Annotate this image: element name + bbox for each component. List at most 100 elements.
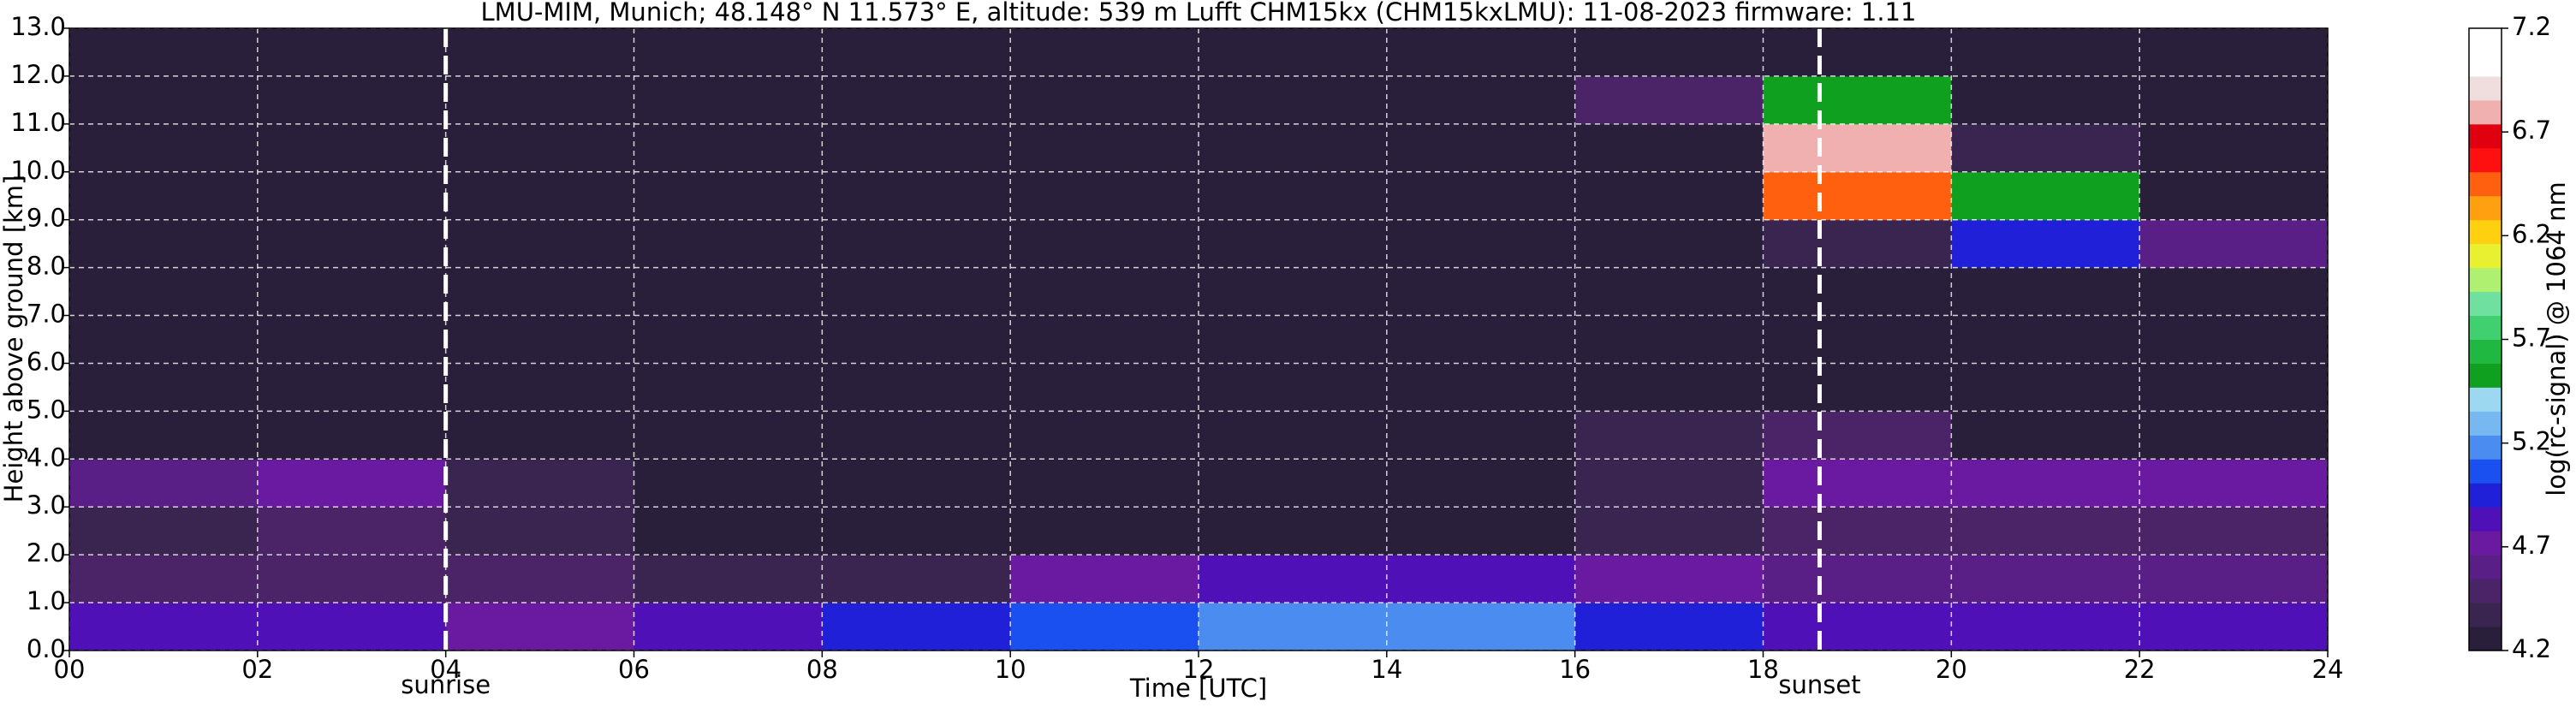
heatmap-cell (1199, 507, 1388, 556)
colorbar-tick-label: 6.7 (2512, 116, 2551, 145)
chart-title: LMU-MIM, Munich; 48.148° N 11.573° E, al… (481, 0, 1917, 27)
heatmap-cell (69, 411, 259, 460)
heatmap-cell (1199, 315, 1388, 364)
colorbar-band (2469, 603, 2502, 627)
colorbar-band (2469, 411, 2502, 436)
colorbar-band (2469, 315, 2502, 340)
heatmap-cell (1951, 363, 2140, 412)
heatmap-cell (445, 267, 634, 317)
heatmap-cell (2139, 315, 2329, 364)
heatmap-cell (69, 75, 259, 125)
colorbar-band (2469, 555, 2502, 579)
heatmap-cell (69, 123, 259, 173)
colorbar-band (2469, 531, 2502, 556)
heatmap-cell (1951, 28, 2140, 77)
colorbar-band (2469, 579, 2502, 603)
heatmap-cell (257, 459, 447, 508)
x-tick-label: 14 (1371, 655, 1402, 684)
heatmap-cell (1386, 363, 1576, 412)
colorbar-band (2469, 171, 2502, 197)
heatmap-cell (1010, 315, 1199, 364)
heatmap-cell (1386, 219, 1576, 269)
y-axis-label: Height above ground [km] (0, 175, 28, 503)
x-tick-label: 24 (2312, 655, 2344, 684)
y-tick-label: 13.0 (10, 12, 66, 41)
colorbar-band (2469, 363, 2502, 388)
heatmap-cell (2139, 123, 2329, 173)
heatmap-cell (257, 123, 447, 173)
heatmap-cell (1386, 267, 1576, 317)
y-tick-label: 11.0 (10, 108, 66, 137)
y-tick-label: 10.0 (10, 156, 66, 185)
heatmap-cell (2139, 75, 2329, 125)
heatmap-cell (445, 75, 634, 125)
heatmap-cell (445, 603, 634, 651)
heatmap-cell (445, 555, 634, 603)
heatmap-cell (1010, 459, 1199, 508)
colorbar-band (2469, 147, 2502, 173)
heatmap-cell (2139, 171, 2329, 221)
colorbar-band (2469, 339, 2502, 364)
colorbar-tick-label: 5.2 (2512, 427, 2551, 456)
heatmap-cell (1763, 75, 1952, 125)
colorbar-band (2469, 243, 2502, 269)
heatmap-cell (445, 315, 634, 364)
heatmap-cell (69, 219, 259, 269)
y-tick-label: 6.0 (27, 347, 66, 376)
heatmap-cell (634, 603, 823, 651)
heatmap-cell (257, 75, 447, 125)
heatmap-cell (822, 363, 1011, 412)
heatmap-cell (1574, 555, 1764, 603)
heatmap-cell (257, 267, 447, 317)
heatmap-cell (634, 411, 823, 460)
colorbar-band (2469, 627, 2502, 651)
y-tick-label: 9.0 (27, 204, 66, 233)
heatmap-cell (1574, 363, 1764, 412)
heatmap-cell (1386, 555, 1576, 603)
heatmap-cell (1574, 28, 1764, 77)
y-tick-label: 0.0 (27, 634, 66, 663)
colorbar-band (2469, 435, 2502, 460)
colorbar-band (2469, 387, 2502, 412)
heatmap-cell (69, 603, 259, 651)
x-tick-label: 00 (54, 655, 86, 684)
heatmap-cell (822, 267, 1011, 317)
heatmap-cell (1386, 315, 1576, 364)
heatmap-cell (634, 75, 823, 125)
heatmap-cell (1763, 555, 1952, 603)
heatmap-cell (1010, 123, 1199, 173)
heatmap-cell (445, 459, 634, 508)
plot-frame (68, 27, 2329, 651)
heatmap-cell (1386, 459, 1576, 508)
x-tick-label: 02 (241, 655, 273, 684)
heatmap-cell (634, 267, 823, 317)
x-axis-label: Time [UTC] (1129, 674, 1267, 703)
heatmap-cell (1574, 603, 1764, 651)
heatmap-cell (1951, 555, 2140, 603)
heatmap-cell (1951, 507, 2140, 556)
y-tick-label: 1.0 (27, 586, 66, 615)
heatmap-cell (445, 171, 634, 221)
heatmap-cell (1010, 267, 1199, 317)
heatmap-cell (634, 363, 823, 412)
heatmap-cell (822, 219, 1011, 269)
heatmap-cell (1951, 75, 2140, 125)
heatmap-cell (1199, 555, 1388, 603)
x-tick-label: 16 (1559, 655, 1591, 684)
x-tick-label: 04 (430, 655, 461, 684)
heatmap-cell (257, 363, 447, 412)
colorbar-band (2469, 483, 2502, 508)
heatmap-cell (257, 219, 447, 269)
heatmap-cell (1386, 75, 1576, 125)
x-tick-label: 18 (1747, 655, 1779, 684)
heatmap-cell (1199, 28, 1388, 77)
heatmap-cell (1199, 219, 1388, 269)
heatmap-cell (634, 315, 823, 364)
heatmap-cell (822, 603, 1011, 651)
colorbar-band (2469, 291, 2502, 317)
heatmap-cell (1763, 267, 1952, 317)
heatmap-cell (1199, 123, 1388, 173)
colorbar-band (2469, 267, 2502, 293)
heatmap-cell (2139, 603, 2329, 651)
heatmap-cell (1574, 507, 1764, 556)
